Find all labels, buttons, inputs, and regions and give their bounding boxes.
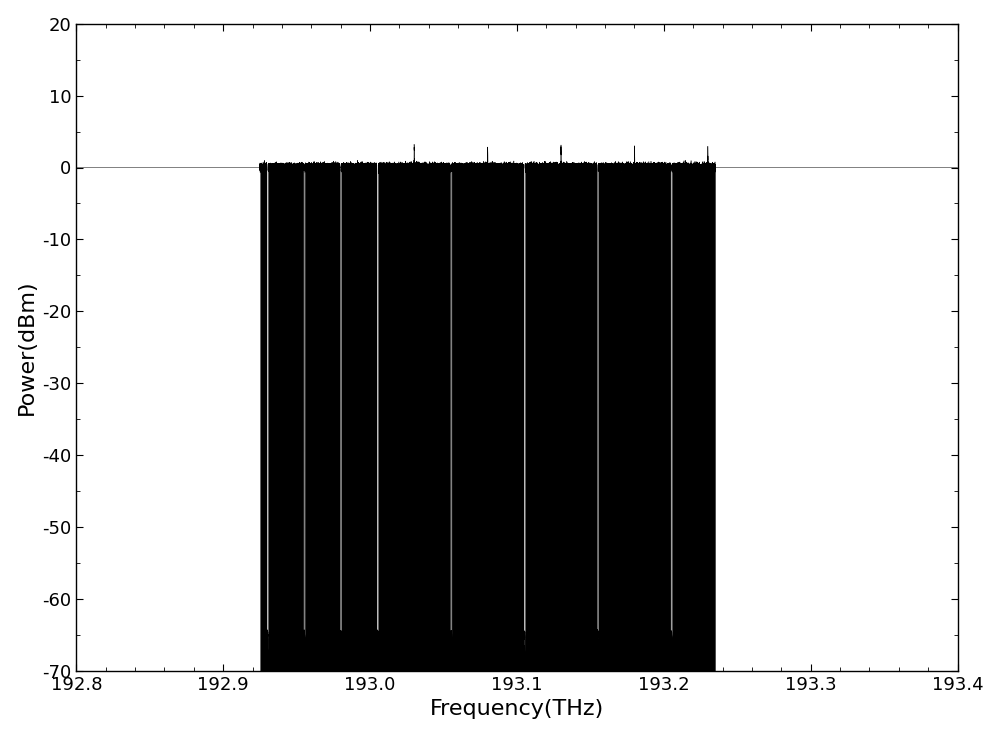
Y-axis label: Power(dBm): Power(dBm) xyxy=(17,280,37,415)
X-axis label: Frequency(THz): Frequency(THz) xyxy=(430,699,604,719)
